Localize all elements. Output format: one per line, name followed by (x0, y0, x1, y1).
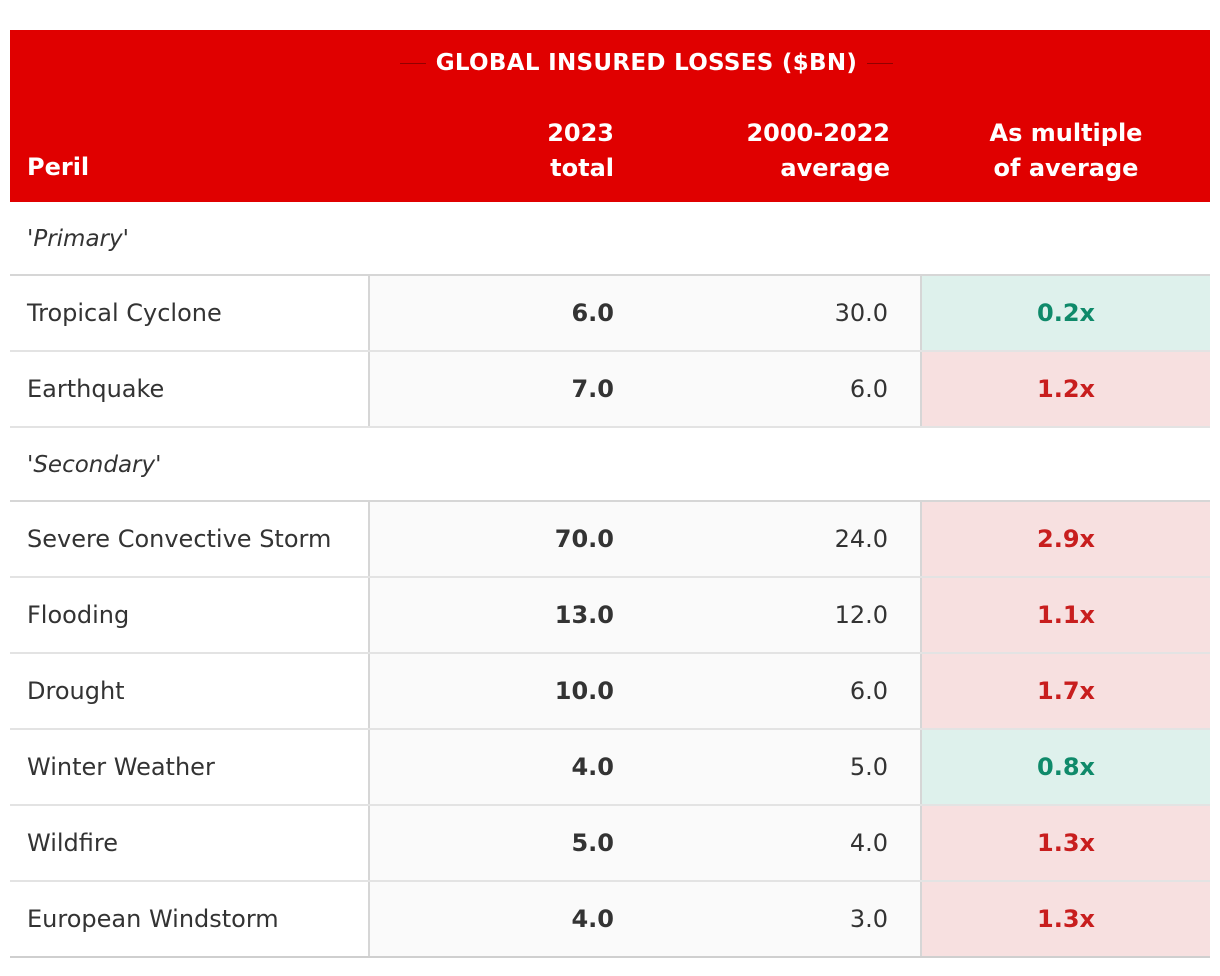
table-row: Wildfire 5.0 4.0 1.3x (10, 806, 1210, 882)
spanner-rule-right (867, 63, 894, 64)
table-row: Tropical Cyclone 6.0 30.0 0.2x (10, 276, 1210, 352)
peril-cell: Severe Convective Storm (10, 502, 370, 576)
peril-cell: European Windstorm (10, 882, 370, 956)
group-label: 'Secondary' (10, 428, 1210, 502)
table-row: Flooding 13.0 12.0 1.1x (10, 578, 1210, 654)
table-body: 'Primary' Tropical Cyclone 6.0 30.0 0.2x Eart… (10, 202, 1210, 958)
table-row: Drought 10.0 6.0 1.7x (10, 654, 1210, 730)
multiple-cell: 1.2x (922, 352, 1210, 426)
average-cell: 6.0 (614, 352, 922, 426)
total-2023-cell: 10.0 (370, 654, 614, 728)
header-peril: Peril (27, 153, 90, 181)
table-row: Severe Convective Storm 70.0 24.0 2.9x (10, 502, 1210, 578)
multiple-cell: 2.9x (922, 502, 1210, 576)
total-2023-cell: 4.0 (370, 882, 614, 956)
multiple-cell: 1.7x (922, 654, 1210, 728)
peril-cell: Earthquake (10, 352, 370, 426)
multiple-cell: 1.3x (922, 882, 1210, 956)
header-multiple: As multiple of average (922, 116, 1210, 186)
multiple-cell: 1.3x (922, 806, 1210, 880)
table-row: Winter Weather 4.0 5.0 0.8x (10, 730, 1210, 806)
total-2023-cell: 5.0 (370, 806, 614, 880)
average-cell: 4.0 (614, 806, 922, 880)
total-2023-cell: 6.0 (370, 276, 614, 350)
average-cell: 12.0 (614, 578, 922, 652)
spanner-rule-left (399, 63, 426, 64)
header-2023-total-line1: 2023 (547, 119, 614, 147)
table-row: Earthquake 7.0 6.0 1.2x (10, 352, 1210, 428)
multiple-cell: 0.8x (922, 730, 1210, 804)
average-cell: 3.0 (614, 882, 922, 956)
spanner-label: GLOBAL INSURED LOSSES ($BN) (435, 50, 858, 76)
total-2023-cell: 70.0 (370, 502, 614, 576)
peril-cell: Drought (10, 654, 370, 728)
peril-cell: Flooding (10, 578, 370, 652)
header-average-line2: average (780, 154, 890, 182)
total-2023-cell: 13.0 (370, 578, 614, 652)
table-header: GLOBAL INSURED LOSSES ($BN) Peril 2023 t… (10, 30, 1210, 202)
header-multiple-line2: of average (993, 154, 1139, 182)
table-row: European Windstorm 4.0 3.0 1.3x (10, 882, 1210, 958)
header-average: 2000-2022 average (670, 116, 890, 186)
header-average-line1: 2000-2022 (746, 119, 890, 147)
average-cell: 24.0 (614, 502, 922, 576)
average-cell: 30.0 (614, 276, 922, 350)
multiple-cell: 1.1x (922, 578, 1210, 652)
peril-cell: Wildfire (10, 806, 370, 880)
average-cell: 5.0 (614, 730, 922, 804)
header-2023-total-line2: total (550, 154, 614, 182)
peril-cell: Tropical Cyclone (10, 276, 370, 350)
total-2023-cell: 7.0 (370, 352, 614, 426)
header-multiple-line1: As multiple (989, 119, 1143, 147)
losses-table: GLOBAL INSURED LOSSES ($BN) Peril 2023 t… (10, 30, 1210, 958)
header-2023-total: 2023 total (370, 116, 614, 186)
total-2023-cell: 4.0 (370, 730, 614, 804)
average-cell: 6.0 (614, 654, 922, 728)
column-spanner: GLOBAL INSURED LOSSES ($BN) (370, 50, 923, 76)
peril-cell: Winter Weather (10, 730, 370, 804)
multiple-cell: 0.2x (922, 276, 1210, 350)
group-label: 'Primary' (10, 202, 1210, 276)
